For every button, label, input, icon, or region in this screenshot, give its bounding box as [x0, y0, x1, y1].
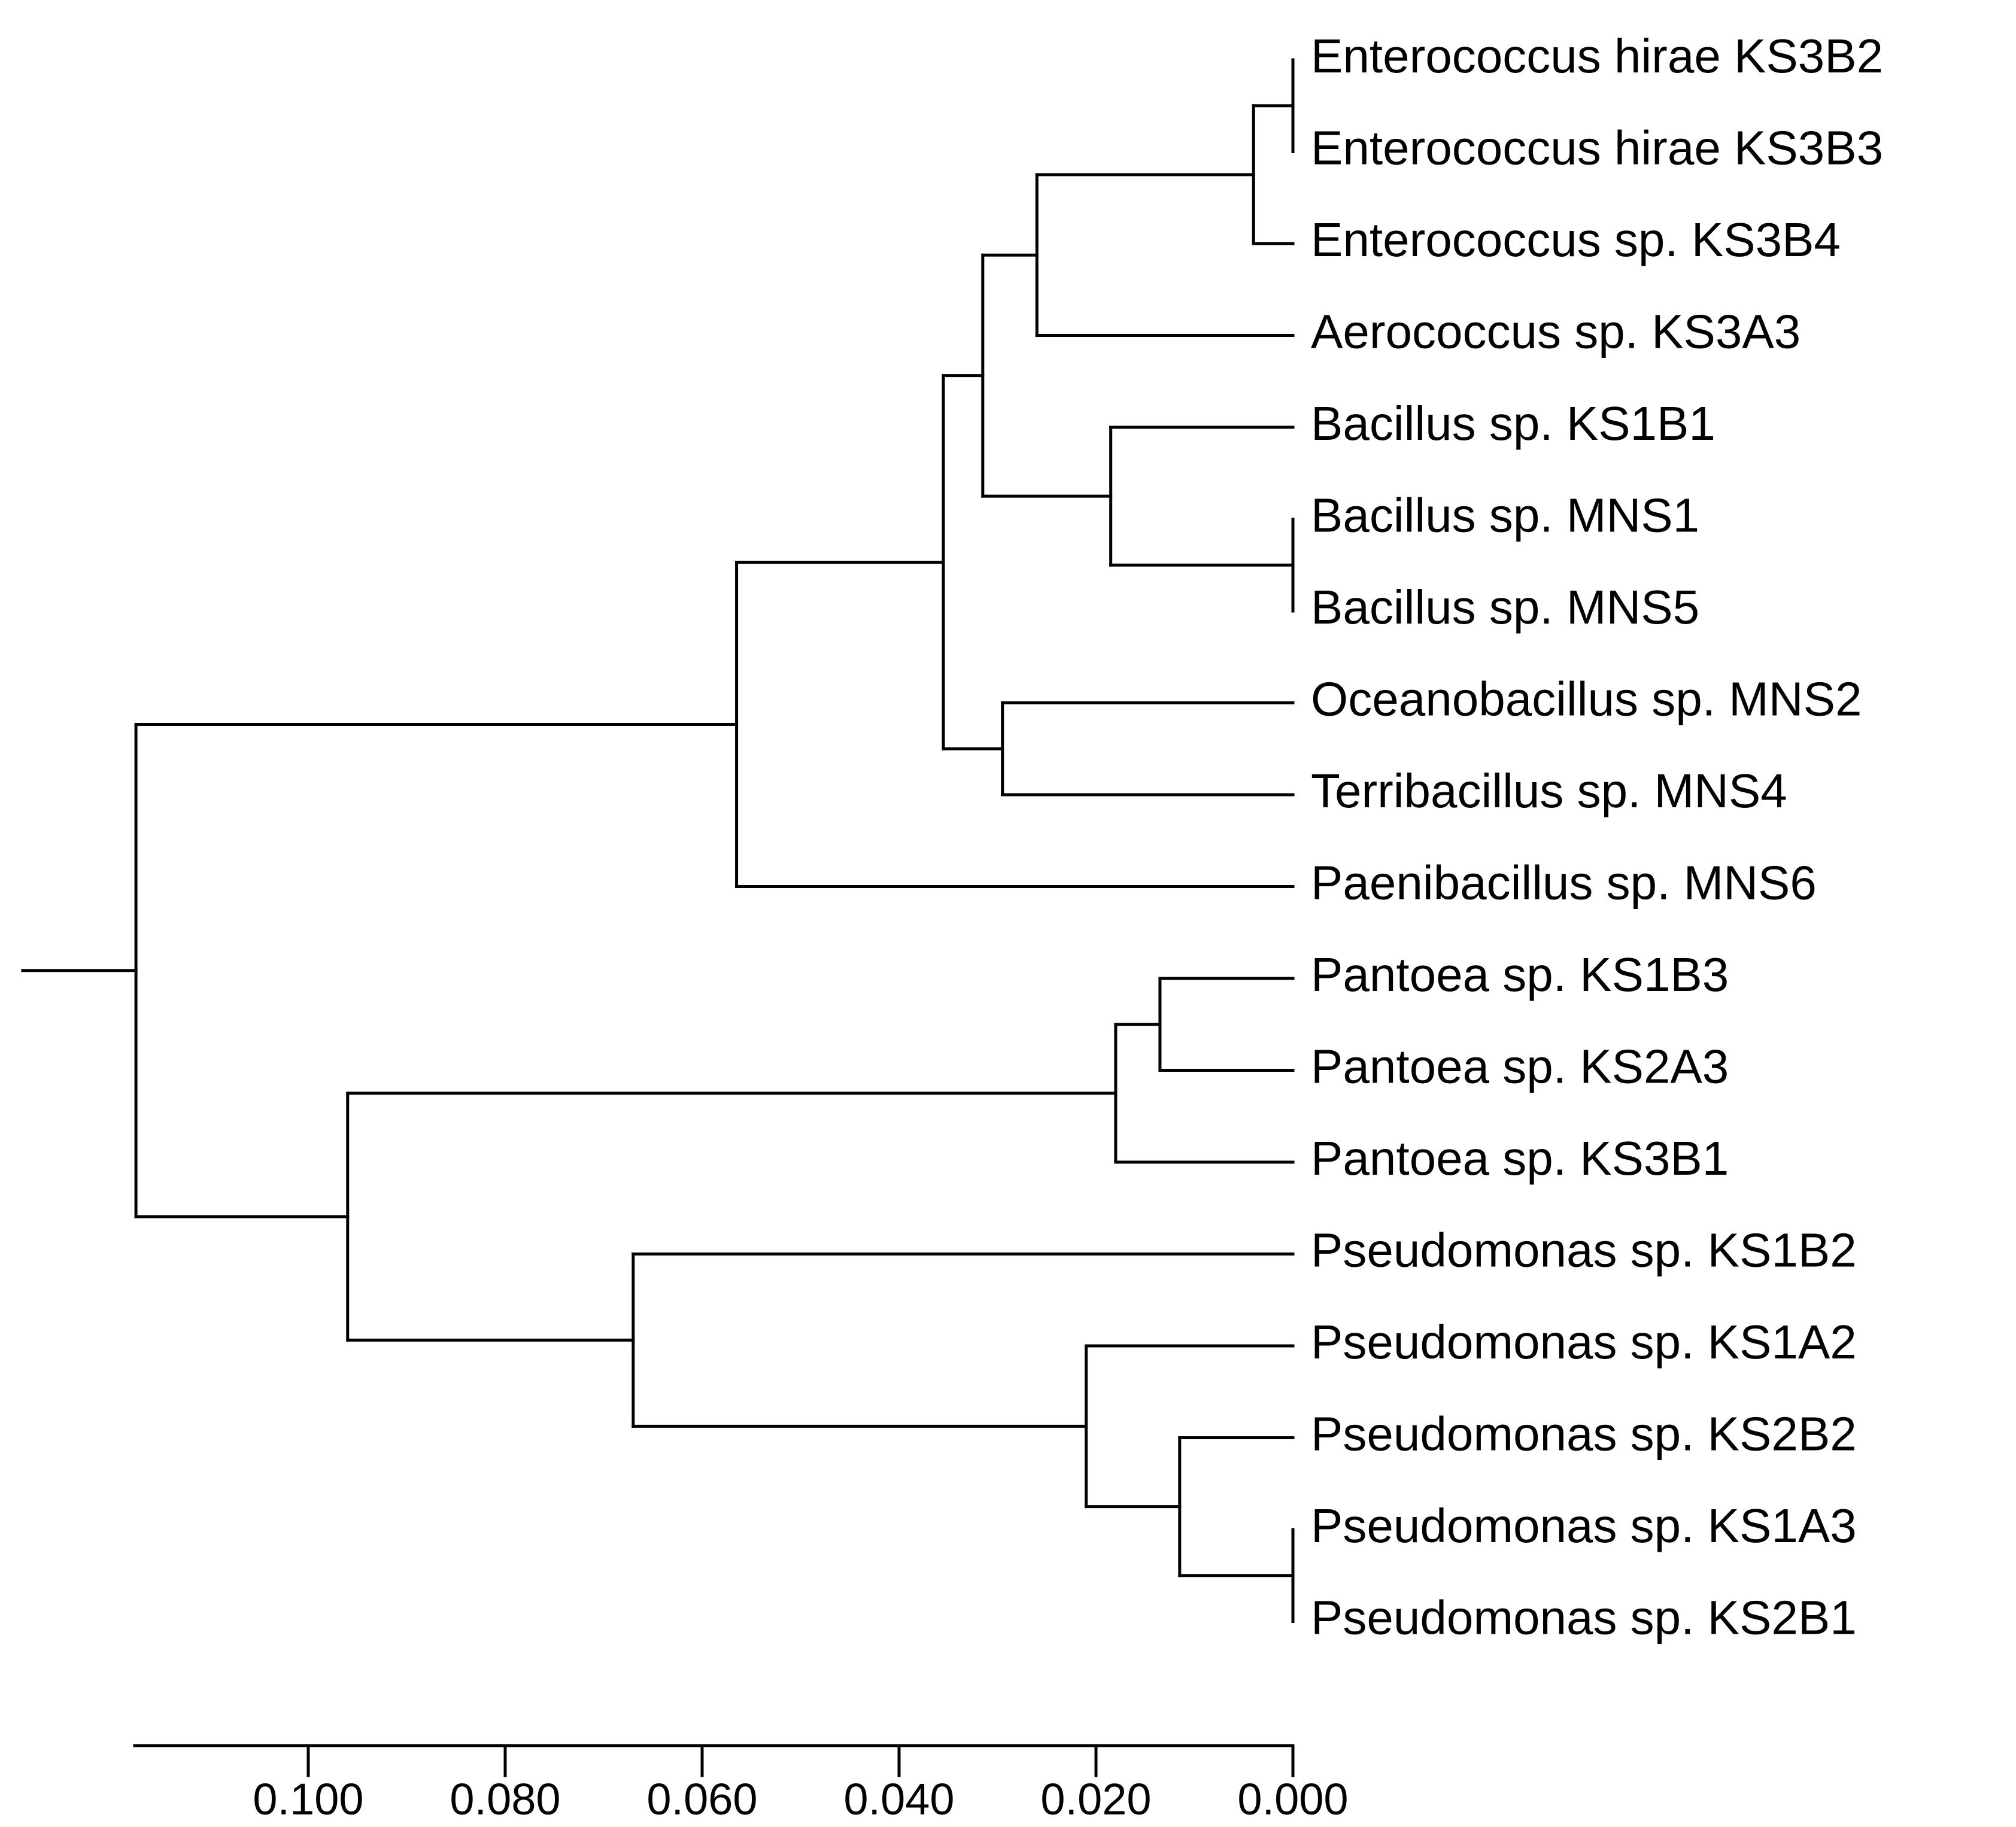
leaf-label-pseudomonas-sp-ks2b1: Pseudomonas sp. KS2B1	[1311, 1591, 1857, 1644]
leaf-labels: Enterococcus hirae KS3B2 Enterococcus hir…	[1311, 29, 1883, 1644]
tree-branches	[21, 58, 1295, 1623]
leaf-label-terribacillus-sp-mns4: Terribacillus sp. MNS4	[1311, 764, 1787, 817]
leaf-label-pseudomonas-sp-ks1a2: Pseudomonas sp. KS1A2	[1311, 1315, 1857, 1369]
axis-tick-label-1: 0.080	[450, 1774, 560, 1824]
axis-tick-label-2: 0.060	[646, 1774, 757, 1824]
leaf-label-paenibacillus-sp-mns6: Paenibacillus sp. MNS6	[1311, 856, 1817, 910]
leaf-label-bacillus-sp-mns5: Bacillus sp. MNS5	[1311, 580, 1699, 634]
leaf-label-enterococcus-hirae-ks3b3: Enterococcus hirae KS3B3	[1311, 121, 1883, 175]
leaf-label-pseudomonas-sp-ks1a3: Pseudomonas sp. KS1A3	[1311, 1499, 1857, 1552]
axis-tick-label-5: 0.000	[1237, 1774, 1348, 1824]
leaf-label-aerococcus-sp-ks3a3: Aerococcus sp. KS3A3	[1311, 305, 1801, 358]
leaf-label-pseudomonas-sp-ks1b2: Pseudomonas sp. KS1B2	[1311, 1224, 1857, 1277]
leaf-label-pantoea-sp-ks1b3: Pantoea sp. KS1B3	[1311, 948, 1729, 1001]
leaf-label-pseudomonas-sp-ks2b2: Pseudomonas sp. KS2B2	[1311, 1408, 1857, 1461]
leaf-label-enterococcus-hirae-ks3b2: Enterococcus hirae KS3B2	[1311, 29, 1883, 83]
leaf-label-oceanobacillus-sp-mns2: Oceanobacillus sp. MNS2	[1311, 673, 1862, 726]
axis-tick-label-3: 0.040	[843, 1774, 954, 1824]
axis-tick-label-4: 0.020	[1040, 1774, 1151, 1824]
leaf-label-pantoea-sp-ks2a3: Pantoea sp. KS2A3	[1311, 1040, 1729, 1093]
leaf-label-enterococcus-sp-ks3b4: Enterococcus sp. KS3B4	[1311, 213, 1841, 266]
distance-scale-axis: 0.100 0.080 0.060 0.040 0.020 0.000	[133, 1744, 1349, 1824]
axis-tick-label-0: 0.100	[253, 1774, 363, 1824]
leaf-label-bacillus-sp-mns1: Bacillus sp. MNS1	[1311, 489, 1699, 542]
leaf-label-pantoea-sp-ks3b1: Pantoea sp. KS3B1	[1311, 1132, 1729, 1185]
leaf-label-bacillus-sp-ks1b1: Bacillus sp. KS1B1	[1311, 397, 1716, 450]
